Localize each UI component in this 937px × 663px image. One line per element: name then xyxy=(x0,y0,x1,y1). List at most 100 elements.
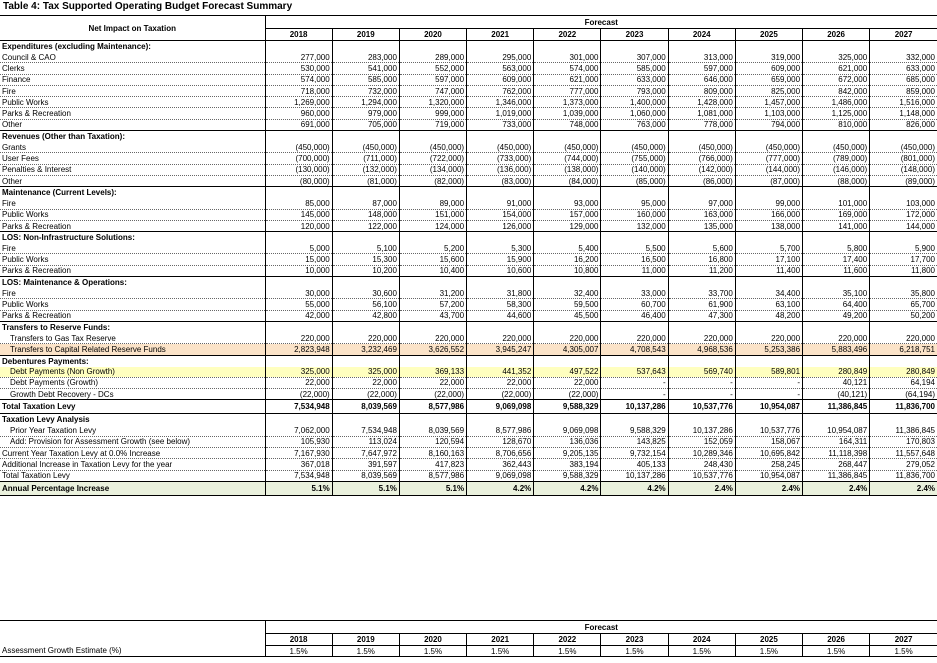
row-value: 719,000 xyxy=(398,119,467,132)
section-header: LOS: Maintenance & Operations: xyxy=(0,276,937,289)
table-row: User Fees (700,000) (711,000) (722,000) (733… xyxy=(0,152,937,165)
empty-cell xyxy=(802,413,870,426)
row-value: 1,346,000 xyxy=(466,96,534,109)
year-header: 2024 xyxy=(667,28,736,41)
row-value: 597,000 xyxy=(667,62,736,75)
empty-cell xyxy=(331,186,400,199)
forecast-header: Forecast xyxy=(264,15,937,29)
year-header: 2026 xyxy=(802,633,870,646)
row-value: 91,000 xyxy=(466,198,534,210)
growth-value: 1.5% xyxy=(331,645,400,658)
row-value: 33,000 xyxy=(600,288,669,300)
row-value: 9,588,329 xyxy=(600,425,669,437)
table-row: Council & CAO 277,000 283,000 289,000 295,00… xyxy=(0,52,937,64)
row-value: 569,740 xyxy=(667,366,736,378)
row-value: 64,400 xyxy=(802,298,870,311)
row-value: (84,000) xyxy=(533,175,601,188)
row-value: 15,900 xyxy=(466,253,534,266)
row-value: 22,000 xyxy=(533,377,601,390)
row-value: 113,024 xyxy=(331,436,400,449)
row-value: 11,386,845 xyxy=(869,425,937,437)
empty-cell xyxy=(264,130,333,143)
row-value: 22,000 xyxy=(466,377,534,390)
row-value: 979,000 xyxy=(331,107,400,120)
section-header: Revenues (Other than Taxation): xyxy=(0,130,937,143)
row-value: 5,600 xyxy=(667,243,736,255)
row-value: 22,000 xyxy=(398,377,467,390)
row-label: Transfers to Gas Tax Reserve xyxy=(0,332,266,345)
row-value: 35,800 xyxy=(869,288,937,300)
row-value: 1,457,000 xyxy=(734,96,803,109)
row-value: 1,148,000 xyxy=(869,107,937,120)
row-value: 405,133 xyxy=(600,458,669,471)
row-value: (85,000) xyxy=(600,175,669,188)
row-value: 585,000 xyxy=(600,62,669,75)
row-value: 5,883,496 xyxy=(802,343,870,356)
row-value: (40,121) xyxy=(802,388,870,401)
row-label: Grants xyxy=(0,142,266,154)
row-label: Public Works xyxy=(0,298,266,311)
row-value: 58,300 xyxy=(466,298,534,311)
row-value: 7,534,948 xyxy=(264,470,333,482)
row-value: 7,062,000 xyxy=(264,425,333,437)
row-value: 1,400,000 xyxy=(600,96,669,109)
row-label: Additional Increase in Taxation Levy for… xyxy=(0,458,266,471)
row-value: 42,800 xyxy=(331,310,400,322)
row-value: 120,000 xyxy=(264,220,333,233)
row-value: (81,000) xyxy=(331,175,400,188)
empty-cell xyxy=(869,40,937,52)
row-value: 30,600 xyxy=(331,288,400,300)
row-value: (450,000) xyxy=(600,142,669,154)
empty-cell xyxy=(466,354,534,367)
row-label: Fire xyxy=(0,85,266,98)
row-value: (733,000) xyxy=(466,152,534,165)
year-header: 2020 xyxy=(398,633,467,646)
row-value: (140,000) xyxy=(600,164,669,176)
empty-cell xyxy=(734,186,803,199)
section-title: LOS: Non-Infrastructure Solutions: xyxy=(0,231,266,244)
row-value: 7,534,948 xyxy=(331,425,400,437)
year-header: 2023 xyxy=(600,633,669,646)
table-row: Add: Provision for Assessment Growth (se… xyxy=(0,436,937,449)
row-value: 369,133 xyxy=(398,366,467,378)
forecast-header: Forecast xyxy=(264,620,937,634)
row-value: 129,000 xyxy=(533,220,601,233)
row-value: (450,000) xyxy=(264,142,333,154)
row-label: Parks & Recreation xyxy=(0,107,266,120)
row-value: 691,000 xyxy=(264,119,333,132)
row-label: Parks & Recreation xyxy=(0,265,266,278)
table-row: Debt Payments (Growth) 22,000 22,000 22,000… xyxy=(0,377,937,390)
row-value: (130,000) xyxy=(264,164,333,176)
empty-cell xyxy=(734,354,803,367)
row-value: 103,000 xyxy=(869,198,937,210)
row-value: 248,430 xyxy=(667,458,736,471)
row-value: 277,000 xyxy=(264,52,333,64)
row-value: 220,000 xyxy=(264,332,333,345)
row-value: 220,000 xyxy=(398,332,467,345)
row-value: 8,039,569 xyxy=(331,470,400,482)
total-levy-value: 9,588,329 xyxy=(533,399,601,415)
assessment-growth-table: Forecast 2018 2019 2020 2021 2022 2023 2024 2025… xyxy=(0,620,937,658)
section-title: Maintenance (Current Levels): xyxy=(0,186,266,199)
row-label: Debt Payments (Growth) xyxy=(0,377,266,390)
empty-cell xyxy=(734,231,803,244)
row-value: (134,000) xyxy=(398,164,467,176)
row-value: 220,000 xyxy=(802,332,870,345)
row-value: 16,800 xyxy=(667,253,736,266)
row-value: 283,000 xyxy=(331,52,400,64)
row-value: 55,000 xyxy=(264,298,333,311)
row-value: 34,400 xyxy=(734,288,803,300)
row-label: Other xyxy=(0,119,266,132)
row-value: 48,200 xyxy=(734,310,803,322)
row-value: 17,700 xyxy=(869,253,937,266)
section-title: Revenues (Other than Taxation): xyxy=(0,130,266,143)
empty-cell xyxy=(600,40,669,52)
row-value: 50,200 xyxy=(869,310,937,322)
row-value: 268,447 xyxy=(802,458,870,471)
row-value: (700,000) xyxy=(264,152,333,165)
row-label: Fire xyxy=(0,288,266,300)
empty-cell xyxy=(331,231,400,244)
empty-cell xyxy=(398,320,467,333)
row-value: 999,000 xyxy=(398,107,467,120)
year-header: 2018 xyxy=(264,28,333,41)
